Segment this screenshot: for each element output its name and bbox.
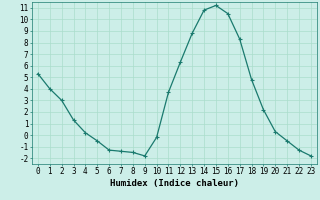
X-axis label: Humidex (Indice chaleur): Humidex (Indice chaleur) <box>110 179 239 188</box>
